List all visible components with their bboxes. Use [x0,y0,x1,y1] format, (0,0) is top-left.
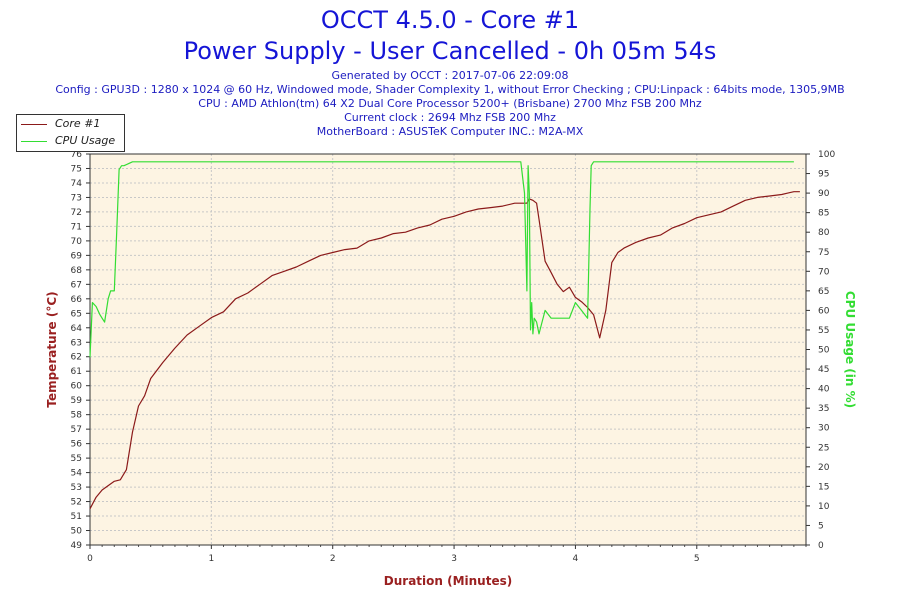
y-tick-label: 73 [71,193,82,203]
y-tick-label: 74 [71,179,83,189]
y2-axis-label: CPU Usage (in %) [843,291,857,408]
y-tick-label: 61 [71,367,82,377]
y2-tick-label: 45 [818,365,829,375]
y2-tick-label: 5 [818,521,824,531]
chart-legend: Core #1 CPU Usage [16,114,125,152]
info-clock: Current clock : 2694 Mhz FSB 200 Mhz [344,111,556,124]
y2-tick-label: 35 [818,404,829,414]
y2-tick-label: 95 [818,170,829,180]
chart-subtitle: Power Supply - User Cancelled - 0h 05m 5… [183,37,717,65]
y2-tick-label: 80 [818,228,830,238]
legend-swatch-core [21,124,47,125]
x-tick-label: 2 [330,554,336,564]
y2-tick-label: 30 [818,424,830,434]
x-axis-label: Duration (Minutes) [384,574,512,588]
y-tick-label: 55 [71,454,82,464]
legend-label-core: Core #1 [55,117,101,130]
y-tick-label: 72 [71,208,82,218]
y-tick-label: 57 [71,425,82,435]
y-tick-label: 56 [71,440,83,450]
y2-tick-label: 10 [818,502,830,512]
y-tick-label: 53 [71,483,82,493]
y-axis-label: Temperature (°C) [45,291,59,407]
y-tick-label: 71 [71,222,82,232]
y-tick-label: 52 [71,498,82,508]
y-tick-label: 62 [71,353,82,363]
y2-tick-label: 100 [818,150,835,160]
y2-tick-label: 20 [818,463,830,473]
y-tick-label: 60 [71,382,83,392]
info-config: Config : GPU3D : 1280 x 1024 @ 60 Hz, Wi… [55,83,845,96]
y-tick-label: 49 [71,541,83,551]
legend-swatch-cpu [21,141,47,142]
y-tick-label: 58 [71,411,83,421]
y2-tick-label: 85 [818,209,829,219]
y-tick-label: 68 [71,266,83,276]
y2-tick-label: 75 [818,248,829,258]
y2-tick-label: 15 [818,482,829,492]
y-tick-label: 70 [71,237,83,247]
x-tick-label: 3 [451,554,457,564]
legend-label-cpu: CPU Usage [55,134,116,147]
y-tick-label: 66 [71,295,83,305]
y-tick-label: 75 [71,164,82,174]
y2-tick-label: 65 [818,287,829,297]
x-tick-label: 1 [208,554,214,564]
x-tick-label: 5 [694,554,700,564]
y2-tick-label: 50 [818,346,830,356]
y-tick-label: 69 [71,251,83,261]
y-tick-label: 67 [71,280,82,290]
x-tick-label: 4 [573,554,579,564]
y2-tick-label: 90 [818,189,830,199]
y2-tick-label: 40 [818,385,830,395]
y2-tick-label: 0 [818,541,824,551]
y-tick-label: 64 [71,324,83,334]
y-tick-label: 65 [71,309,82,319]
info-cpu: CPU : AMD Athlon(tm) 64 X2 Dual Core Pro… [198,97,702,110]
info-generated: Generated by OCCT : 2017-07-06 22:09:08 [331,69,569,82]
series-line-core [89,191,800,510]
chart-title: OCCT 4.5.0 - Core #1 [320,6,580,34]
y2-tick-label: 70 [818,267,830,277]
y2-tick-label: 25 [818,443,829,453]
y-tick-label: 50 [71,527,83,537]
y2-tick-label: 60 [818,306,830,316]
info-motherboard: MotherBoard : ASUSTeK Computer INC.: M2A… [316,125,584,138]
y-tick-label: 59 [71,396,83,406]
y-tick-label: 76 [71,150,83,160]
y-tick-label: 51 [71,512,82,522]
y-tick-label: 63 [71,338,82,348]
plot-area [90,154,806,545]
y-tick-label: 54 [71,469,83,479]
x-tick-label: 0 [87,554,93,564]
series-line-cpu [89,161,794,358]
y2-tick-label: 55 [818,326,829,336]
